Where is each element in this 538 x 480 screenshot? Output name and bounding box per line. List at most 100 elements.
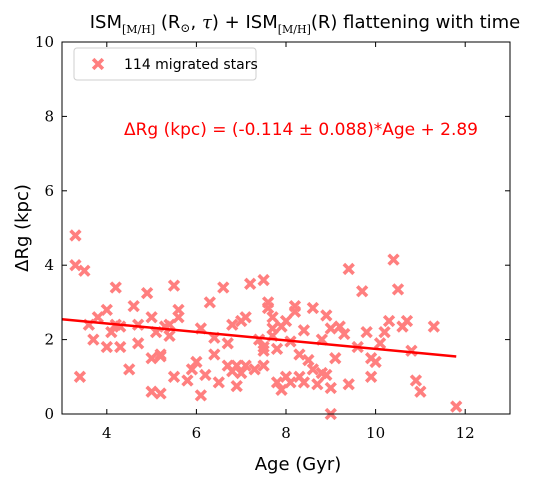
- data-point: [373, 337, 387, 350]
- data-point: [333, 320, 346, 333]
- data-point: [185, 363, 199, 376]
- data-point: [266, 322, 279, 335]
- data-point: [105, 326, 118, 339]
- data-point: [127, 299, 140, 313]
- data-point: [203, 296, 216, 309]
- data-point: [140, 286, 154, 300]
- data-point: [324, 381, 337, 395]
- data-point: [123, 363, 136, 376]
- data-point: [208, 331, 221, 344]
- data-point: [212, 376, 225, 389]
- data-point: [172, 311, 185, 324]
- data-point: [306, 363, 320, 376]
- y-tick-label: 0: [44, 405, 54, 423]
- data-point: [315, 333, 328, 346]
- data-point: [257, 359, 270, 372]
- data-point: [382, 314, 396, 328]
- y-tick-label: 2: [44, 331, 54, 349]
- data-point: [324, 322, 337, 335]
- data-point: [257, 273, 270, 287]
- data-point: [217, 281, 230, 294]
- data-point: [414, 385, 427, 398]
- legend-marker-x-icon: [91, 57, 105, 71]
- fit-line-group: [61, 317, 457, 358]
- data-point: [400, 314, 414, 328]
- data-point: [87, 333, 100, 346]
- data-point: [329, 352, 342, 365]
- data-point: [190, 355, 203, 369]
- data-point: [78, 264, 91, 277]
- data-point: [221, 337, 234, 350]
- data-point: [297, 324, 311, 337]
- data-point: [279, 314, 293, 328]
- y-axis-title: ΔRg (kpc): [12, 184, 33, 272]
- x-axis-title: Age (Gyr): [255, 454, 342, 475]
- data-point: [163, 329, 176, 343]
- data-point: [427, 320, 440, 333]
- data-point: [230, 379, 243, 393]
- legend-box: [73, 47, 257, 81]
- data-point: [167, 279, 181, 292]
- x-tick-label: 4: [102, 424, 112, 442]
- data-point: [145, 385, 158, 398]
- data-point: [320, 309, 333, 322]
- data-point: [172, 303, 185, 316]
- data-point: [284, 376, 297, 389]
- data-point: [163, 318, 176, 331]
- data-point: [369, 355, 382, 369]
- data-point: [132, 337, 145, 350]
- data-point: [360, 326, 373, 339]
- data-point: [270, 342, 284, 356]
- data-point: [230, 359, 243, 372]
- data-point: [194, 389, 208, 402]
- data-point: [450, 400, 463, 413]
- data-point: [270, 376, 284, 389]
- data-point: [320, 368, 333, 382]
- data-point: [378, 326, 391, 339]
- data-point: [261, 301, 275, 315]
- data-point: [257, 344, 270, 357]
- data-point: [391, 283, 405, 296]
- legend: 114 migrated stars: [73, 47, 258, 81]
- y-tick-label: 10: [35, 33, 54, 51]
- data-point: [297, 376, 311, 389]
- data-point: [154, 387, 167, 400]
- x-tick-label: 12: [456, 424, 475, 442]
- data-point: [293, 348, 306, 361]
- y-tick-label: 6: [44, 182, 54, 200]
- data-point: [239, 359, 252, 372]
- data-point: [387, 253, 400, 266]
- data-point: [167, 370, 181, 383]
- x-tick-label: 8: [281, 424, 291, 442]
- x-tick-label: 6: [192, 424, 202, 442]
- data-point: [226, 318, 239, 331]
- data-point: [356, 285, 369, 298]
- data-point: [266, 311, 279, 324]
- data-point: [145, 311, 158, 324]
- axis-ticks: 4 6 8 10 12 0 2 4 6 8 10: [35, 33, 510, 442]
- legend-label: 114 migrated stars: [124, 57, 258, 73]
- data-point: [194, 322, 208, 335]
- data-point: [364, 370, 378, 383]
- data-point: [100, 303, 113, 316]
- data-point: [114, 340, 127, 354]
- data-point: [311, 378, 324, 391]
- x-tick-label: 10: [366, 424, 385, 442]
- data-point: [145, 352, 158, 365]
- data-point: [275, 383, 288, 396]
- data-point: [409, 374, 423, 387]
- data-point: [208, 348, 221, 361]
- data-point: [342, 262, 355, 276]
- data-point: [342, 378, 355, 391]
- data-point: [154, 350, 167, 363]
- fit-equation-annotation: ΔRg (kpc) = (-0.114 ± 0.088)*Age + 2.89: [124, 120, 478, 140]
- data-point: [69, 229, 82, 242]
- data-point: [338, 327, 351, 341]
- data-point: [199, 368, 212, 382]
- data-point: [235, 366, 248, 380]
- data-point: [149, 326, 163, 339]
- data-point: [100, 340, 113, 354]
- data-point: [69, 259, 82, 272]
- data-point: [181, 374, 194, 387]
